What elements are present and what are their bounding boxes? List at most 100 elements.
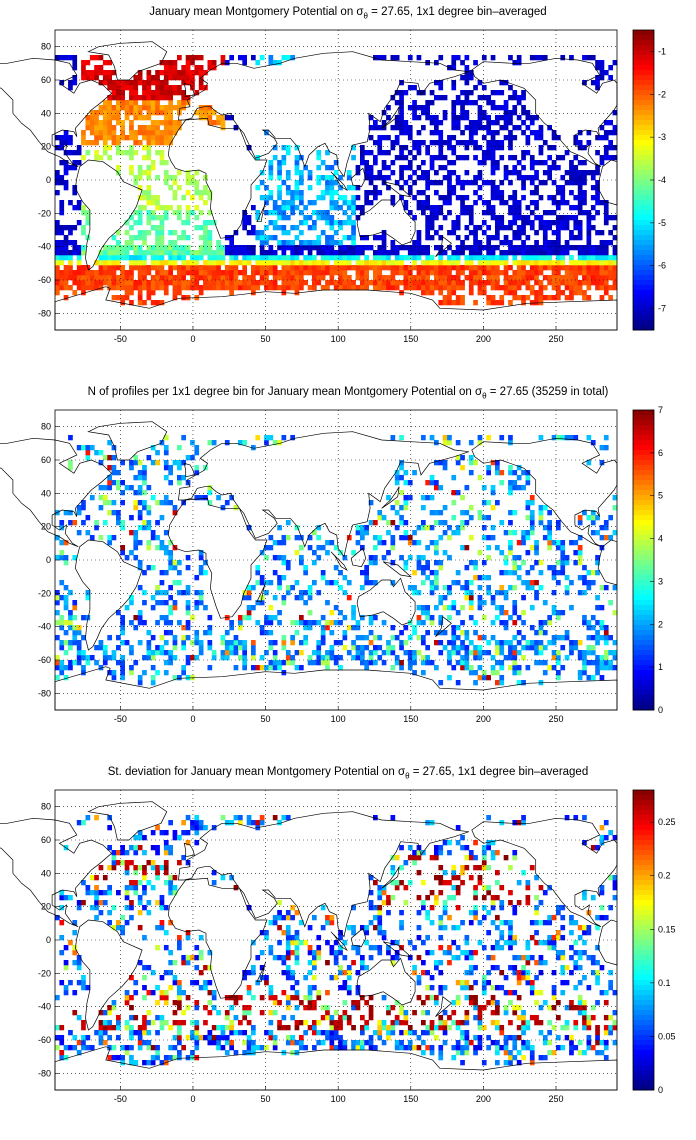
data-cell <box>98 460 104 466</box>
data-cell <box>268 285 274 291</box>
data-cell <box>486 500 491 506</box>
data-cell <box>425 280 430 286</box>
data-cell <box>499 180 505 186</box>
data-cell <box>608 65 613 71</box>
data-cell <box>577 515 583 521</box>
data-cell <box>177 1030 182 1036</box>
data-cell <box>538 510 544 516</box>
data-cell <box>508 140 513 146</box>
data-cell <box>94 525 99 531</box>
data-cell <box>333 170 339 176</box>
data-cell <box>155 845 160 851</box>
data-cell <box>281 285 287 291</box>
data-cell <box>142 85 147 91</box>
data-cell <box>364 665 369 671</box>
data-cell <box>534 550 539 556</box>
data-cell <box>168 630 173 636</box>
data-cell <box>512 235 518 241</box>
data-cell <box>129 1005 134 1011</box>
data-cell <box>577 250 583 256</box>
data-cell <box>399 260 404 266</box>
data-cell <box>503 235 509 241</box>
data-cell <box>63 140 69 146</box>
data-cell <box>403 265 409 271</box>
data-cell <box>294 620 300 626</box>
data-cell <box>577 535 583 541</box>
data-cell <box>460 455 465 461</box>
data-cell <box>303 205 308 211</box>
data-cell <box>55 635 60 641</box>
data-cell <box>203 965 208 971</box>
data-cell <box>377 245 383 251</box>
data-cell <box>142 255 147 261</box>
data-cell <box>63 585 69 591</box>
data-cell <box>569 190 574 196</box>
data-cell <box>59 660 65 666</box>
data-cell <box>107 280 112 286</box>
data-cell <box>59 620 65 626</box>
data-cell <box>481 280 487 286</box>
data-cell <box>98 485 104 491</box>
data-cell <box>381 235 387 241</box>
data-cell <box>490 105 496 111</box>
data-cell <box>503 125 509 131</box>
data-cell <box>133 180 139 186</box>
data-cell <box>116 470 121 476</box>
data-cell <box>290 55 295 61</box>
data-cell <box>586 255 592 261</box>
data-cell <box>351 210 356 216</box>
data-cell <box>516 650 522 656</box>
data-cell <box>512 645 518 651</box>
colorbar-tick-label: -1 <box>658 46 666 56</box>
data-cell <box>185 565 191 571</box>
data-cell <box>599 675 605 681</box>
data-cell <box>59 145 65 151</box>
data-cell <box>272 1045 278 1051</box>
data-cell <box>259 260 265 266</box>
data-cell <box>107 125 112 131</box>
data-cell <box>137 165 143 171</box>
data-cell <box>155 1030 160 1036</box>
data-cell <box>425 175 430 181</box>
data-cell <box>412 115 417 121</box>
data-cell <box>595 285 600 291</box>
data-cell <box>76 265 82 271</box>
data-cell <box>303 270 308 276</box>
data-cell <box>386 530 391 536</box>
data-cell <box>534 115 539 121</box>
data-cell <box>68 225 73 231</box>
data-cell <box>142 835 147 841</box>
data-cell <box>163 90 169 96</box>
data-cell <box>120 245 125 251</box>
data-cell <box>281 265 287 271</box>
data-cell <box>429 160 435 166</box>
data-cell <box>129 665 134 671</box>
data-cell <box>76 965 82 971</box>
data-cell <box>516 215 522 221</box>
data-cell <box>381 280 387 286</box>
data-cell <box>172 980 178 986</box>
data-cell <box>499 125 505 131</box>
x-tick-label: 250 <box>548 334 563 344</box>
data-cell <box>229 285 234 291</box>
data-cell <box>150 125 156 131</box>
data-cell <box>612 215 618 221</box>
data-cell <box>277 580 282 586</box>
data-cell <box>473 100 478 106</box>
data-cell <box>259 255 265 261</box>
data-cell <box>185 610 191 616</box>
data-cell <box>155 520 160 526</box>
data-cell <box>373 140 378 146</box>
data-cell <box>595 655 600 661</box>
data-cell <box>346 170 352 176</box>
data-cell <box>190 80 195 86</box>
data-cell <box>560 435 566 441</box>
data-cell <box>603 215 609 221</box>
data-cell <box>333 1035 339 1041</box>
data-cell <box>316 1020 322 1026</box>
data-cell <box>312 960 317 966</box>
data-cell <box>159 545 165 551</box>
data-cell <box>429 495 435 501</box>
data-cell <box>477 510 483 516</box>
data-cell <box>381 540 387 546</box>
